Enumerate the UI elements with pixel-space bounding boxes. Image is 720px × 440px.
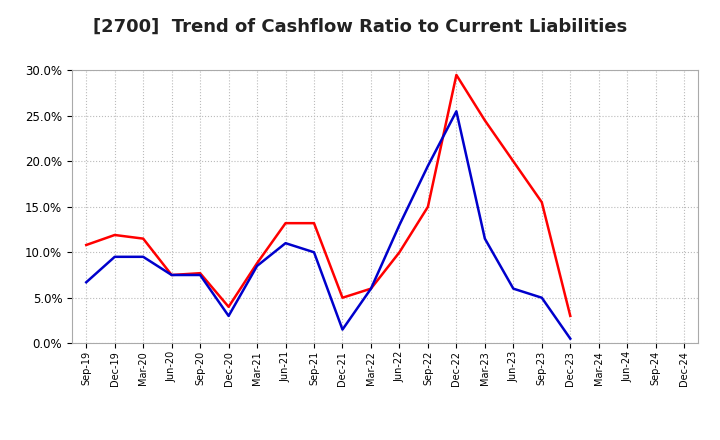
Free CF to Current Liabilities (509, 286, 518, 291)
Operating CF to Current Liabilities (82, 242, 91, 248)
Free CF to Current Liabilities (452, 109, 461, 114)
Free CF to Current Liabilities (225, 313, 233, 319)
Operating CF to Current Liabilities (366, 286, 375, 291)
Free CF to Current Liabilities (338, 327, 347, 332)
Operating CF to Current Liabilities (480, 118, 489, 123)
Operating CF to Current Liabilities (310, 220, 318, 226)
Free CF to Current Liabilities (282, 241, 290, 246)
Free CF to Current Liabilities (310, 249, 318, 255)
Free CF to Current Liabilities (253, 263, 261, 268)
Operating CF to Current Liabilities (282, 220, 290, 226)
Free CF to Current Liabilities (566, 336, 575, 341)
Operating CF to Current Liabilities (110, 232, 119, 238)
Free CF to Current Liabilities (167, 272, 176, 278)
Operating CF to Current Liabilities (139, 236, 148, 241)
Free CF to Current Liabilities (537, 295, 546, 301)
Operating CF to Current Liabilities (423, 204, 432, 209)
Operating CF to Current Liabilities (395, 249, 404, 255)
Line: Operating CF to Current Liabilities: Operating CF to Current Liabilities (86, 75, 570, 316)
Free CF to Current Liabilities (110, 254, 119, 260)
Text: [2700]  Trend of Cashflow Ratio to Current Liabilities: [2700] Trend of Cashflow Ratio to Curren… (93, 18, 627, 36)
Free CF to Current Liabilities (366, 286, 375, 291)
Free CF to Current Liabilities (196, 272, 204, 278)
Free CF to Current Liabilities (395, 222, 404, 227)
Line: Free CF to Current Liabilities: Free CF to Current Liabilities (86, 111, 570, 339)
Operating CF to Current Liabilities (537, 200, 546, 205)
Operating CF to Current Liabilities (566, 313, 575, 319)
Operating CF to Current Liabilities (167, 272, 176, 278)
Free CF to Current Liabilities (423, 163, 432, 169)
Operating CF to Current Liabilities (509, 159, 518, 164)
Operating CF to Current Liabilities (225, 304, 233, 309)
Free CF to Current Liabilities (480, 236, 489, 241)
Operating CF to Current Liabilities (452, 72, 461, 77)
Free CF to Current Liabilities (82, 280, 91, 285)
Operating CF to Current Liabilities (253, 260, 261, 266)
Free CF to Current Liabilities (139, 254, 148, 260)
Operating CF to Current Liabilities (196, 271, 204, 276)
Operating CF to Current Liabilities (338, 295, 347, 301)
